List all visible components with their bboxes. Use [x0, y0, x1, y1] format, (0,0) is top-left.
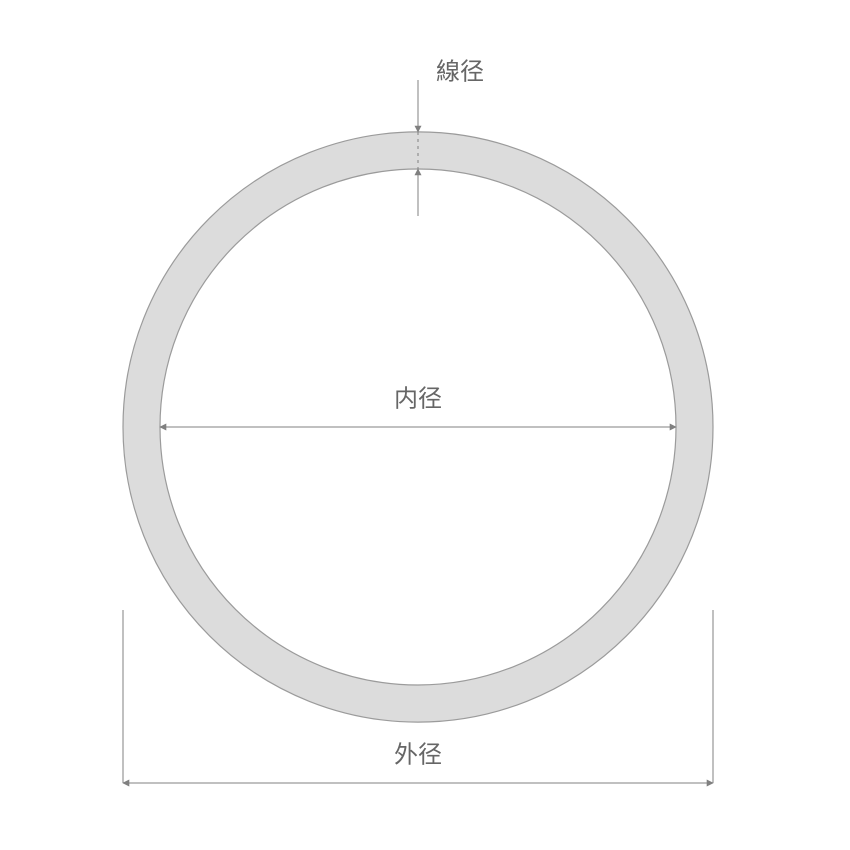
inner-diameter-label: 内径	[394, 385, 442, 412]
outer-diameter-label: 外径	[394, 741, 442, 768]
wire-diameter-label: 線径	[436, 58, 484, 85]
ring-dimension-diagram: 線径 内径 外径	[0, 0, 850, 850]
